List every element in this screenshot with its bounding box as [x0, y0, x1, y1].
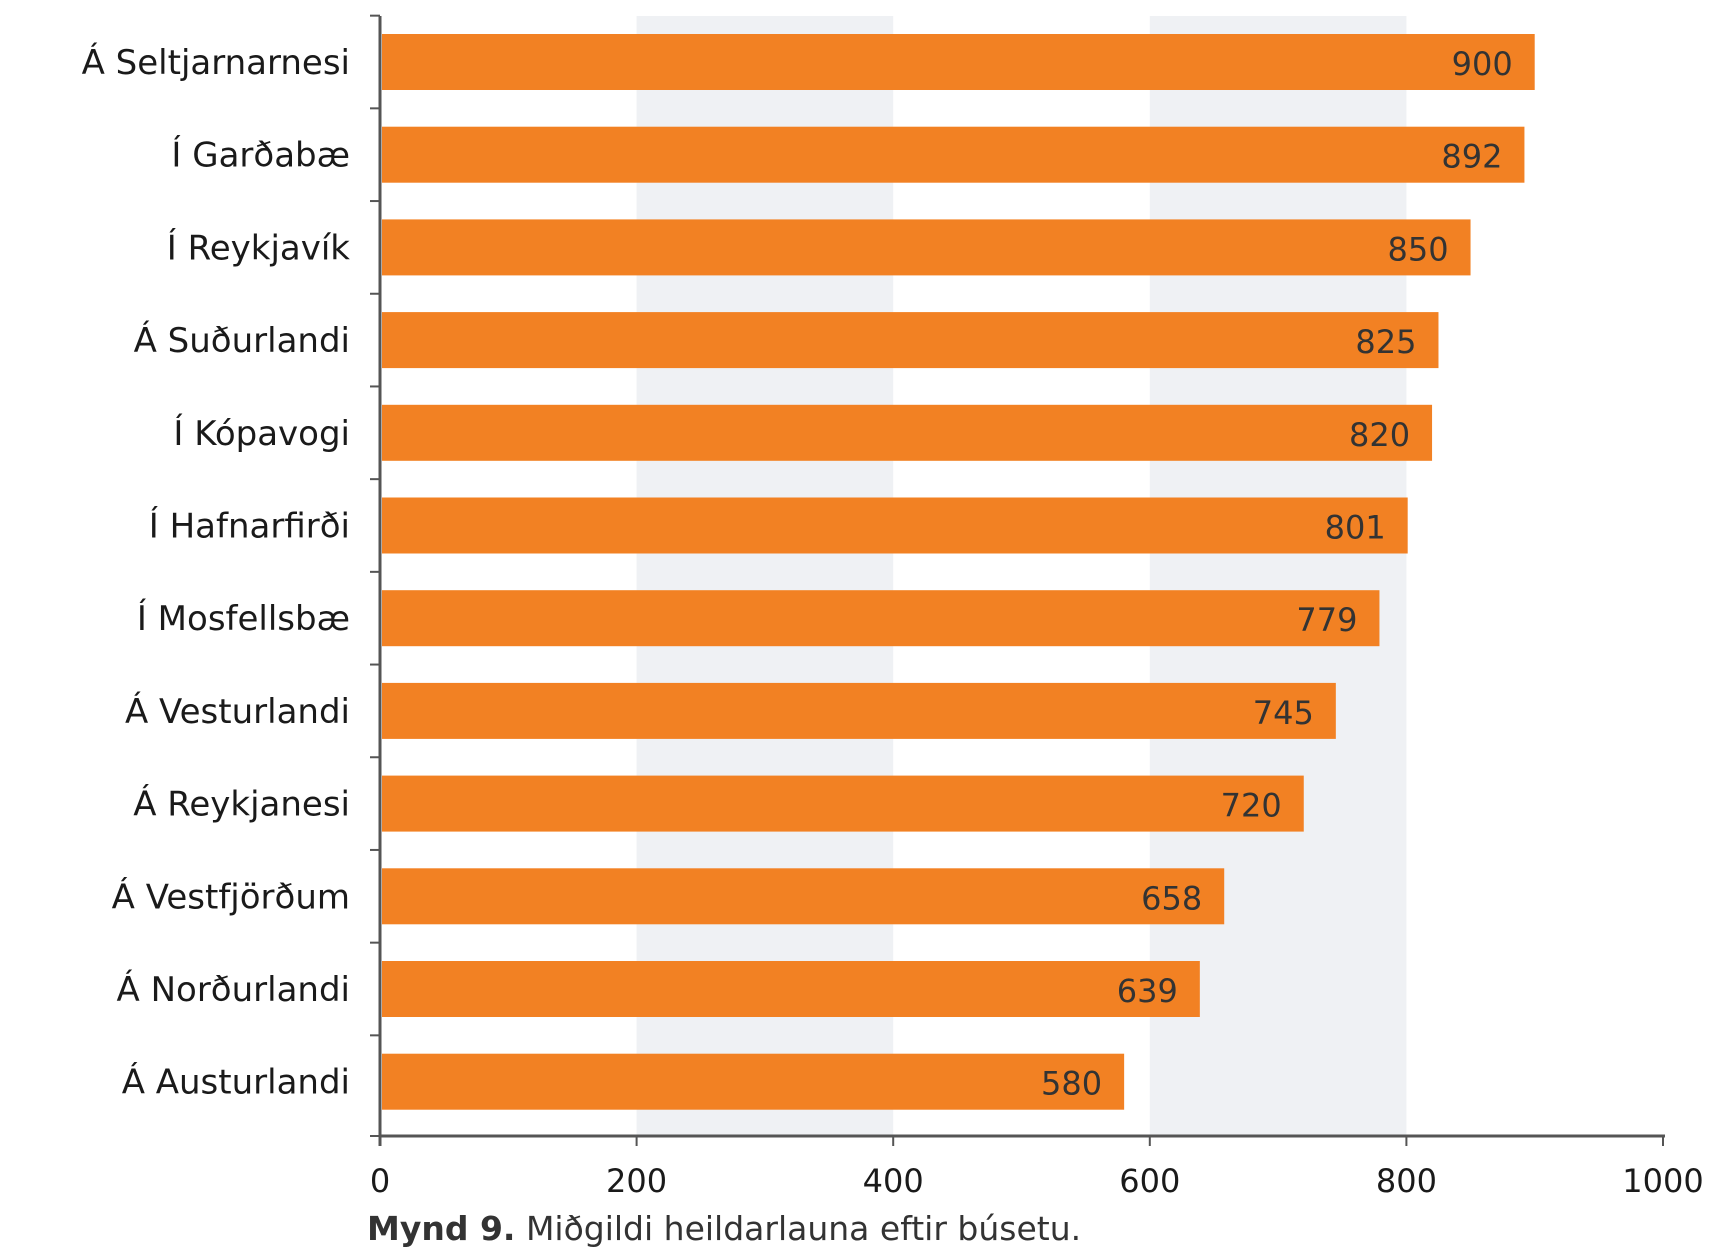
data-label: 801	[1325, 509, 1386, 547]
data-label: 658	[1141, 879, 1202, 917]
category-label: Á Vesturlandi	[125, 691, 350, 732]
category-label: Á Reykjanesi	[133, 784, 350, 825]
category-label: Í Mosfellsbæ	[137, 598, 350, 639]
x-tick-label: 1000	[1622, 1162, 1703, 1200]
category-label: Á Vestfjörðum	[112, 876, 350, 917]
x-tick-label: 200	[606, 1162, 667, 1200]
data-label: 892	[1441, 138, 1502, 176]
bar	[382, 682, 1336, 739]
bar	[382, 961, 1200, 1017]
caption-label: Mynd 9.	[367, 1209, 516, 1248]
figure-caption: Mynd 9. Miðgildi heildarlauna eftir búse…	[367, 1212, 1081, 1245]
category-label: Á Seltjarnarnesi	[82, 42, 350, 83]
bar	[382, 312, 1439, 369]
category-label: Á Austurlandi	[122, 1062, 350, 1103]
data-label: 900	[1452, 45, 1513, 83]
bar	[382, 34, 1535, 90]
x-tick-label: 800	[1376, 1162, 1437, 1200]
data-label: 720	[1221, 787, 1282, 825]
axes	[370, 14, 1665, 1146]
grid-band	[636, 16, 894, 1136]
x-tick-labels: 0 200 400 600 800 1000	[370, 1162, 1704, 1200]
bar	[382, 1053, 1125, 1110]
data-label: 850	[1387, 230, 1448, 268]
bar	[382, 590, 1380, 647]
category-label: Á Norðurlandi	[117, 969, 350, 1010]
bar	[382, 775, 1304, 832]
bar	[382, 404, 1433, 461]
bars	[382, 34, 1535, 1110]
x-tick-label: 600	[1119, 1162, 1180, 1200]
data-labels: 900 892 850 825 820 801 779 745 720 658 639 580	[1041, 45, 1513, 1103]
category-label: Í Hafnarfirði	[149, 506, 350, 547]
bar-chart: 900 892 850 825 820 801 779 745 720 658 639 580 Á S…	[82, 14, 1704, 1200]
bar	[382, 219, 1471, 276]
bar	[382, 868, 1225, 925]
data-label: 820	[1349, 416, 1410, 454]
category-label: Í Garðabæ	[171, 135, 350, 176]
x-tick-label: 400	[863, 1162, 924, 1200]
data-label: 745	[1253, 694, 1314, 732]
grid-band	[1149, 16, 1407, 1136]
caption-text: Miðgildi heildarlauna eftir búsetu.	[515, 1209, 1082, 1248]
x-tick-label: 0	[370, 1162, 390, 1200]
bar	[382, 497, 1408, 554]
category-label: Á Suðurlandi	[134, 320, 350, 361]
data-label: 580	[1041, 1065, 1102, 1103]
category-labels: Á Seltjarnarnesi Í Garðabæ Í Reykjavík Á Su…	[82, 42, 351, 1103]
category-label: Í Reykjavík	[167, 227, 351, 268]
category-label: Í Kópavogi	[173, 413, 350, 454]
data-label: 779	[1296, 601, 1357, 639]
grid-bands	[636, 16, 1407, 1136]
bar	[382, 126, 1525, 183]
data-label: 825	[1355, 323, 1416, 361]
data-label: 639	[1117, 972, 1178, 1010]
